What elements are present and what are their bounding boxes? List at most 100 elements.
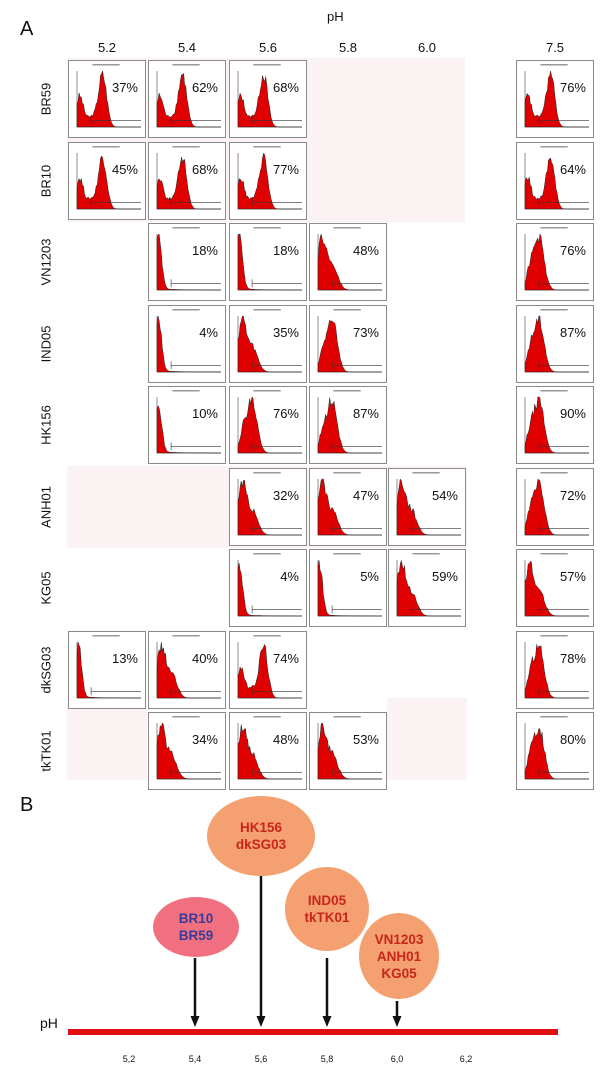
- percentage-label: 76%: [272, 406, 299, 421]
- plot-header: [172, 308, 200, 310]
- histogram-area: [237, 479, 302, 535]
- strain-name: dkSG03: [235, 837, 287, 852]
- histogram-area: [156, 722, 221, 780]
- histogram-area: [524, 315, 589, 372]
- histogram-area: [396, 477, 461, 535]
- histogram-plot: 72%: [516, 467, 594, 546]
- histogram-svg: [317, 553, 382, 617]
- gate-marker: [410, 605, 461, 614]
- percentage-label: 32%: [272, 487, 299, 503]
- plot-header: [172, 64, 200, 66]
- histogram-svg: [317, 716, 382, 780]
- gate-marker: [538, 116, 589, 125]
- histogram-area: [76, 641, 141, 698]
- histogram-svg: [524, 716, 589, 780]
- histogram-plot: 32%: [229, 467, 307, 546]
- histogram-plot: 57%: [516, 549, 594, 627]
- histogram-plot: 74%: [229, 630, 307, 709]
- tick-label-5-6: 5,6: [254, 1054, 268, 1064]
- histogram-area: [317, 318, 382, 372]
- histogram-area: [237, 233, 302, 291]
- percentage-label: 57%: [559, 569, 586, 584]
- histogram-area: [524, 560, 589, 617]
- gate-marker: [251, 523, 302, 532]
- histogram-area: [237, 315, 302, 372]
- histogram-plot: 59%: [388, 549, 466, 627]
- percentage-label: 68%: [272, 80, 299, 95]
- strain-name: BR10: [178, 911, 214, 926]
- plot-header: [253, 227, 281, 229]
- percentage-label: 78%: [559, 650, 586, 666]
- plot-header: [172, 227, 200, 229]
- background-band: [387, 698, 467, 780]
- percentage-label: 54%: [431, 487, 458, 503]
- strain-name: KG05: [381, 965, 417, 981]
- histogram-area: [76, 155, 141, 209]
- histogram-plot: 68%: [229, 60, 307, 138]
- histogram-area: [524, 728, 589, 780]
- gate-marker: [538, 442, 589, 451]
- plot-header: [333, 390, 361, 392]
- column-label-7-5: 7.5: [545, 40, 565, 55]
- histogram-plot: 78%: [516, 630, 594, 709]
- strain-name: IND05: [307, 893, 347, 908]
- percentage-label: 18%: [272, 243, 299, 258]
- histogram-svg: [524, 390, 589, 454]
- plot-header: [540, 716, 568, 718]
- histogram-plot: 10%: [148, 386, 226, 464]
- histogram-plot: 76%: [516, 223, 594, 301]
- histogram-svg: [156, 716, 221, 780]
- strain-name: HK156: [239, 820, 283, 835]
- percentage-label: 4%: [199, 324, 218, 340]
- strain-bubble: BR10 BR59: [153, 897, 239, 957]
- gate-marker: [170, 279, 221, 288]
- histogram-svg: [317, 308, 382, 372]
- histogram-plot: 64%: [516, 141, 594, 220]
- plot-header: [333, 471, 361, 473]
- histogram-svg: [317, 471, 382, 535]
- percentage-label: 40%: [191, 650, 218, 666]
- histogram-svg: [237, 634, 302, 698]
- gate-marker: [538, 523, 589, 532]
- gate-marker: [170, 768, 221, 777]
- histogram-plot: 5%: [309, 549, 387, 627]
- gate-marker: [251, 768, 302, 777]
- histogram-plot: 18%: [229, 223, 307, 301]
- strain-name: VN1203: [374, 931, 424, 947]
- plot-header: [172, 390, 200, 392]
- tick-label-6-0: 6,0: [390, 1054, 404, 1064]
- histogram-area: [317, 233, 382, 291]
- arrow-head: [256, 1016, 266, 1027]
- histogram-area: [237, 75, 302, 128]
- histogram-area: [76, 70, 141, 128]
- plot-header: [253, 308, 281, 310]
- plot-header: [92, 145, 120, 147]
- histogram-plot: 80%: [516, 712, 594, 790]
- histogram-svg: [524, 227, 589, 291]
- percentage-label: 76%: [559, 80, 586, 95]
- histogram-plot: 76%: [229, 386, 307, 464]
- percentage-label: 4%: [280, 569, 299, 584]
- plot-header: [412, 553, 440, 555]
- histogram-svg: [237, 145, 302, 209]
- percentage-label: 53%: [352, 732, 379, 747]
- percentage-label: 37%: [111, 80, 138, 95]
- plot-header: [172, 716, 200, 718]
- percentage-label: 48%: [272, 732, 299, 747]
- percentage-label: 72%: [559, 487, 586, 503]
- arrow-head: [322, 1016, 332, 1027]
- plot-header: [172, 145, 200, 147]
- histogram-area: [237, 396, 302, 454]
- gate-marker: [251, 197, 302, 206]
- percentage-label: 90%: [559, 406, 586, 421]
- histogram-svg: [524, 471, 589, 535]
- column-label-5-6: 5.6: [258, 40, 278, 55]
- gate-marker: [90, 197, 141, 206]
- gate-marker: [170, 197, 221, 206]
- panel-a-label: A: [20, 18, 34, 40]
- histogram-svg: [524, 308, 589, 372]
- percentage-label: 68%: [191, 161, 218, 177]
- histogram-area: [317, 397, 382, 454]
- histogram-area: [156, 315, 221, 372]
- percentage-label: 80%: [559, 732, 586, 747]
